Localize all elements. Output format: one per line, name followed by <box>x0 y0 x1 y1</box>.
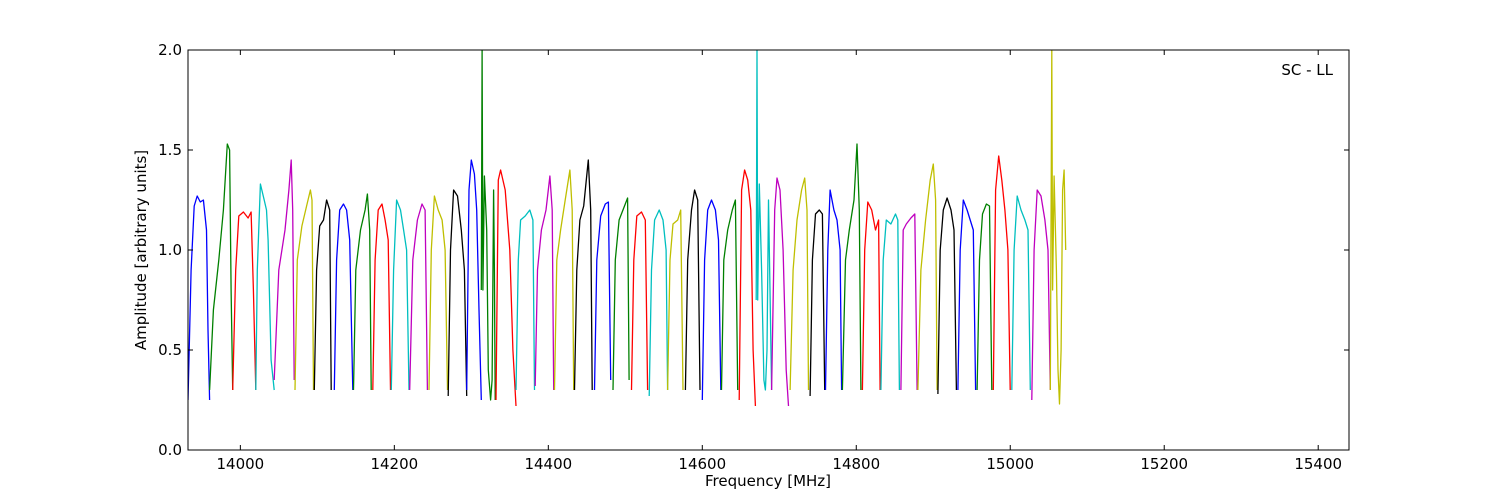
y-tick-label: 0.0 <box>158 441 182 459</box>
series-line-41 <box>957 199 977 391</box>
series-line-2 <box>232 211 257 391</box>
series-line-5 <box>294 189 315 391</box>
series-line-40 <box>937 197 958 395</box>
series-line-20 <box>573 159 593 391</box>
series-line-11 <box>409 203 429 391</box>
series-line-26 <box>684 189 701 391</box>
series-line-36 <box>861 201 881 391</box>
series-line-42 <box>976 203 993 391</box>
series-layer <box>188 50 1067 407</box>
y-tick-label: 0.5 <box>158 341 182 359</box>
series-line-17 <box>515 209 536 391</box>
series-line-0 <box>188 195 211 401</box>
series-line-10 <box>390 199 410 391</box>
series-line-30 <box>755 50 773 391</box>
y-tick-label: 2.0 <box>158 41 182 59</box>
series-line-24 <box>648 209 669 397</box>
x-tick-label: 15200 <box>1140 455 1188 473</box>
series-line-29 <box>738 169 757 407</box>
x-tick-label: 15400 <box>1294 455 1342 473</box>
series-line-39 <box>917 163 938 391</box>
x-tick-label: 14600 <box>678 455 726 473</box>
series-line-27 <box>701 199 722 401</box>
series-line-13 <box>447 189 468 397</box>
series-line-33 <box>809 209 826 397</box>
series-line-1 <box>208 143 234 391</box>
series-line-23 <box>630 211 649 391</box>
x-tick-label: 14800 <box>832 455 880 473</box>
series-line-12 <box>428 195 449 391</box>
series-line-46 <box>1049 50 1067 405</box>
series-line-4 <box>273 159 295 381</box>
series-line-28 <box>720 199 739 391</box>
x-tick-label: 14400 <box>524 455 572 473</box>
series-line-7 <box>333 203 354 391</box>
series-line-8 <box>352 193 372 391</box>
y-tick-label: 1.0 <box>158 241 182 259</box>
series-line-19 <box>553 169 575 391</box>
series-line-44 <box>1011 195 1031 391</box>
series-line-14 <box>466 159 482 401</box>
x-axis: 14000 14200 14400 14600 14800 15000 15200 15400 <box>216 50 1342 473</box>
series-line-43 <box>992 155 1011 391</box>
series-line-16 <box>495 169 517 407</box>
series-line-18 <box>534 175 555 391</box>
series-line-31 <box>770 177 790 407</box>
x-tick-label: 15000 <box>986 455 1034 473</box>
series-line-45 <box>1031 189 1051 401</box>
series-line-22 <box>612 197 630 391</box>
y-axis: 0.0 0.5 1.0 1.5 2.0 <box>158 41 1349 459</box>
series-line-35 <box>841 143 862 391</box>
x-tick-label: 14200 <box>370 455 418 473</box>
series-line-21 <box>593 201 612 391</box>
series-line-3 <box>255 183 275 391</box>
series-line-25 <box>666 209 684 391</box>
series-line-6 <box>313 199 332 391</box>
y-axis-label: Amplitude [arbitrary units] <box>132 150 150 350</box>
x-axis-label: Frequency [MHz] <box>705 472 831 490</box>
x-tick-label: 14000 <box>216 455 264 473</box>
series-line-32 <box>789 177 810 391</box>
series-line-15 <box>480 50 496 401</box>
y-tick-label: 1.5 <box>158 141 182 159</box>
series-line-9 <box>372 203 392 391</box>
series-line-38 <box>900 213 918 391</box>
annotation-label: SC - LL <box>1281 61 1333 79</box>
series-line-37 <box>880 213 901 391</box>
series-line-34 <box>824 189 843 391</box>
